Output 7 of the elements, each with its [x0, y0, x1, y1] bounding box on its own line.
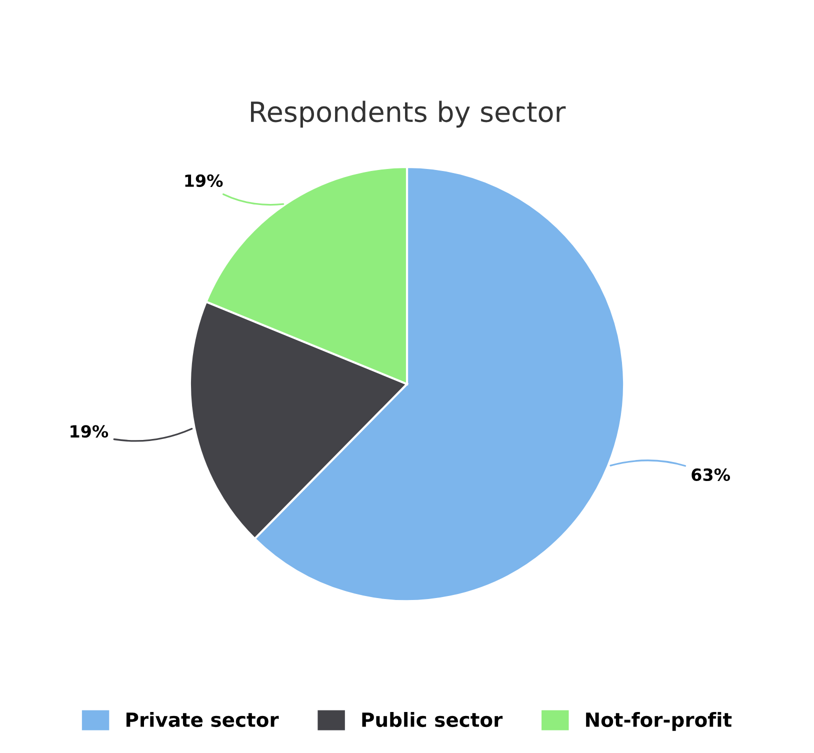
data-label: 63%	[692, 468, 730, 482]
data-label: 19%	[70, 425, 108, 438]
legend-label: Not-for-profit	[586, 712, 732, 731]
legend-label: Private sector	[126, 712, 279, 728]
chart-title: Respondents by sector	[251, 100, 566, 128]
legend-label: Public sector	[362, 712, 503, 728]
data-label: 19%	[185, 174, 223, 187]
